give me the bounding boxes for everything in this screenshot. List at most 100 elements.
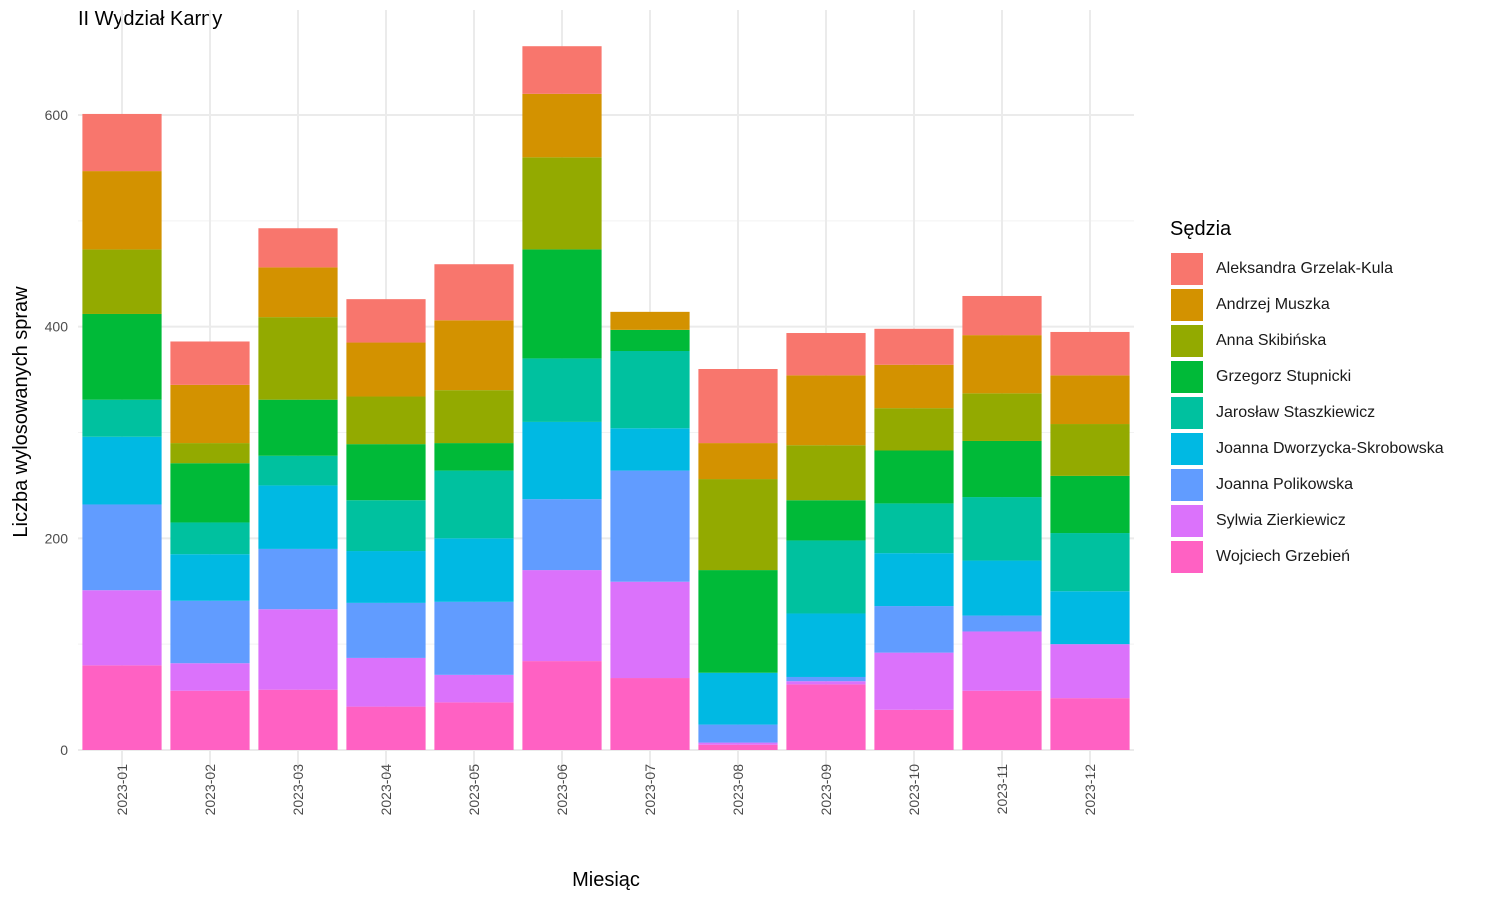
legend-label: Aleksandra Grzelak-Kula — [1216, 260, 1393, 277]
bar-segment: Anna Skibińska 2023-03: 78 — [258, 317, 338, 400]
bar-segment: Sylwia Zierkiewicz 2023-04: 46 — [346, 657, 426, 707]
bar-segment: Jarosław Staszkiewicz 2023-02: 30 — [170, 522, 250, 555]
bar-segment: Grzegorz Stupnicki 2023-12: 54 — [1050, 475, 1130, 534]
bar-segment: Wojciech Grzebień 2023-07: 68 — [610, 678, 690, 750]
y-tick-label: 0 — [60, 742, 68, 758]
legend-key — [1170, 540, 1204, 574]
x-tick-label: 2023-12 — [1082, 764, 1098, 816]
bar-segment: Grzegorz Stupnicki 2023-03: 53 — [258, 399, 338, 456]
bar-segment: Joanna Polikowska 2023-01: 81 — [82, 504, 162, 591]
x-tick-label: 2023-03 — [290, 764, 306, 816]
bar-segment: Wojciech Grzebień 2023-06: 84 — [522, 661, 602, 750]
legend-items: Aleksandra Grzelak-Kula Andrzej Muszka Ann… — [1170, 251, 1444, 575]
bar-segment: Jarosław Staszkiewicz 2023-04: 48 — [346, 500, 426, 552]
legend-key — [1170, 252, 1204, 286]
legend-label: Wojciech Grzebień — [1216, 548, 1350, 565]
legend-item: Wojciech Grzebień — [1170, 539, 1444, 575]
bar-segment: Andrzej Muszka 2023-02: 55 — [170, 384, 250, 444]
x-tick-label: 2023-10 — [906, 764, 922, 816]
bar-segment: Jarosław Staszkiewicz 2023-01: 35 — [82, 399, 162, 437]
bar-segment: Joanna Polikowska 2023-02: 59 — [170, 600, 250, 664]
bar-segment: Anna Skibińska 2023-11: 45 — [962, 393, 1042, 441]
bar-segment: Andrzej Muszka 2023-04: 51 — [346, 342, 426, 397]
bar-segment: Joanna Dworzycka-Skrobowska 2023-06: 73 — [522, 421, 602, 500]
legend-key — [1170, 324, 1204, 358]
chart-title: II Wydział Karny — [78, 8, 223, 30]
bar-segment: Wojciech Grzebień 2023-08: 5 — [698, 744, 778, 750]
bar-segment: Aleksandra Grzelak-Kula 2023-03: 37 — [258, 228, 338, 268]
bar-segment: Jarosław Staszkiewicz 2023-12: 55 — [1050, 533, 1130, 592]
bar-segment: Grzegorz Stupnicki 2023-09: 38 — [786, 500, 866, 541]
bar-segment: Anna Skibińska 2023-01: 61 — [82, 249, 162, 314]
bar-segment: Sylwia Zierkiewicz 2023-09: 3 — [786, 681, 866, 685]
legend-label: Anna Skibińska — [1216, 332, 1327, 349]
bar-segment: Jarosław Staszkiewicz 2023-11: 60 — [962, 497, 1042, 561]
bar-segment: Andrzej Muszka 2023-11: 55 — [962, 335, 1042, 394]
y-tick-label: 600 — [45, 107, 69, 123]
bar-segment: Andrzej Muszka 2023-12: 46 — [1050, 375, 1130, 425]
bar-segment: Grzegorz Stupnicki 2023-05: 26 — [434, 443, 514, 471]
bar-segment: Wojciech Grzebień 2023-05: 45 — [434, 702, 514, 750]
legend-item: Aleksandra Grzelak-Kula — [1170, 251, 1444, 287]
bar-segment: Aleksandra Grzelak-Kula 2023-01: 54 — [82, 113, 162, 172]
bar-segment: Joanna Polikowska 2023-06: 67 — [522, 499, 602, 571]
bar-segment: Wojciech Grzebień 2023-09: 62 — [786, 684, 866, 750]
legend-label: Sylwia Zierkiewicz — [1216, 512, 1346, 529]
legend-item: Grzegorz Stupnicki — [1170, 359, 1444, 395]
legend-label: Grzegorz Stupnicki — [1216, 368, 1352, 385]
bar-segment: Joanna Dworzycka-Skrobowska 2023-03: 60 — [258, 485, 338, 549]
bar-segment: Sylwia Zierkiewicz 2023-03: 76 — [258, 609, 338, 690]
bar-segment: Joanna Dworzycka-Skrobowska 2023-02: 44 — [170, 554, 250, 601]
bar-segment: Andrzej Muszka 2023-10: 41 — [874, 364, 954, 409]
bar-segment: Grzegorz Stupnicki 2023-06: 103 — [522, 249, 602, 359]
bar-segment: Andrzej Muszka 2023-05: 66 — [434, 320, 514, 391]
bar-segment: Anna Skibińska 2023-06: 87 — [522, 157, 602, 250]
x-tick-label: 2023-04 — [378, 764, 394, 816]
legend-key — [1170, 288, 1204, 322]
bar-segment: Andrzej Muszka 2023-07: 17 — [610, 311, 690, 330]
legend-key — [1170, 468, 1204, 502]
legend-item: Anna Skibińska — [1170, 323, 1444, 359]
x-tick-label: 2023-02 — [202, 764, 218, 816]
legend-key — [1170, 432, 1204, 466]
bar-segment: Grzegorz Stupnicki 2023-10: 50 — [874, 450, 954, 504]
bar-segment: Jarosław Staszkiewicz 2023-05: 64 — [434, 470, 514, 539]
bar-segment: Wojciech Grzebień 2023-11: 56 — [962, 690, 1042, 750]
y-axis-title: Liczba wylosowanych spraw — [10, 286, 32, 538]
bar-segment: Aleksandra Grzelak-Kula 2023-02: 41 — [170, 341, 250, 385]
bar-segment: Aleksandra Grzelak-Kula 2023-08: 70 — [698, 369, 778, 444]
bar-segment: Wojciech Grzebień 2023-10: 38 — [874, 709, 954, 750]
bar-segment: Anna Skibińska 2023-10: 40 — [874, 408, 954, 451]
bar-segment: Jarosław Staszkiewicz 2023-07: 73 — [610, 351, 690, 429]
legend-key — [1170, 360, 1204, 394]
bar-segment: Aleksandra Grzelak-Kula 2023-09: 40 — [786, 333, 866, 376]
bar-segment: Aleksandra Grzelak-Kula 2023-11: 37 — [962, 295, 1042, 336]
bar-segment: Sylwia Zierkiewicz 2023-12: 51 — [1050, 644, 1130, 699]
bar-segment: Wojciech Grzebień 2023-03: 57 — [258, 689, 338, 750]
bar-segment: Anna Skibińska 2023-09: 52 — [786, 445, 866, 501]
legend-item: Andrzej Muszka — [1170, 287, 1444, 323]
legend-label: Joanna Polikowska — [1216, 476, 1353, 493]
bar-segment: Joanna Dworzycka-Skrobowska 2023-11: 52 — [962, 560, 1042, 616]
legend-item: Sylwia Zierkiewicz — [1170, 503, 1444, 539]
bar-segment: Grzegorz Stupnicki 2023-02: 56 — [170, 463, 250, 523]
x-tick-label: 2023-06 — [554, 764, 570, 816]
bar-segment: Sylwia Zierkiewicz 2023-01: 71 — [82, 590, 162, 666]
legend-label: Jarosław Staszkiewicz — [1216, 404, 1376, 421]
bar-segment: Joanna Polikowska 2023-10: 44 — [874, 606, 954, 653]
bar-segment: Andrzej Muszka 2023-03: 47 — [258, 267, 338, 318]
bar-segment: Joanna Dworzycka-Skrobowska 2023-05: 60 — [434, 538, 514, 602]
bar-segment: Jarosław Staszkiewicz 2023-09: 69 — [786, 540, 866, 614]
bar-segment: Joanna Polikowska 2023-11: 15 — [962, 615, 1042, 632]
bar-segment: Joanna Polikowska 2023-04: 52 — [346, 602, 426, 658]
legend-key — [1170, 396, 1204, 430]
legend-title: Sędzia — [1170, 218, 1232, 240]
legend: Sędzia Aleksandra Grzelak-Kula Andrzej Mu… — [1170, 218, 1444, 575]
bar-segment: Wojciech Grzebień 2023-04: 41 — [346, 706, 426, 750]
bar-segment: Anna Skibińska 2023-04: 45 — [346, 396, 426, 445]
y-tick-label: 400 — [45, 319, 69, 335]
bar-segment: Sylwia Zierkiewicz 2023-05: 26 — [434, 674, 514, 703]
bar-segment: Aleksandra Grzelak-Kula 2023-05: 53 — [434, 264, 514, 321]
bar-segment: Aleksandra Grzelak-Kula 2023-10: 34 — [874, 328, 954, 365]
